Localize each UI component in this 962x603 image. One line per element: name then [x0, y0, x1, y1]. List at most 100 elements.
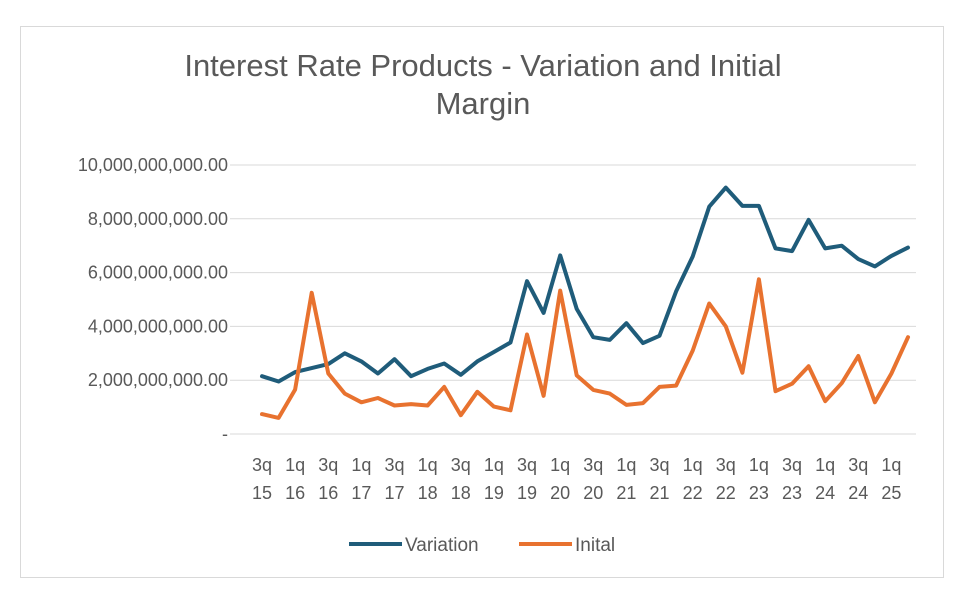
data-point-inital	[475, 390, 479, 394]
x-tick-label-quarter: 3q	[782, 455, 802, 475]
data-point-variation	[591, 335, 595, 339]
x-tick-label-year: 19	[484, 483, 504, 503]
data-point-variation	[376, 371, 380, 375]
x-tick-label-quarter: 3q	[451, 455, 471, 475]
data-point-variation	[674, 289, 678, 293]
y-tick-label: 8,000,000,000.00	[88, 209, 228, 229]
data-point-inital	[674, 384, 678, 388]
x-tick-label-year: 22	[716, 483, 736, 503]
y-tick-label: 4,000,000,000.00	[88, 316, 228, 336]
data-point-inital	[277, 416, 281, 420]
data-point-variation	[740, 204, 744, 208]
x-tick-label-year: 22	[683, 483, 703, 503]
y-tick-label: -	[222, 424, 228, 444]
data-point-inital	[823, 399, 827, 403]
chart-title-line-1: Interest Rate Products - Variation and I…	[184, 48, 782, 83]
data-point-inital	[591, 388, 595, 392]
x-tick-label-year: 20	[550, 483, 570, 503]
data-point-variation	[790, 249, 794, 253]
x-tick-label-quarter: 1q	[616, 455, 636, 475]
x-tick-label-quarter: 1q	[881, 455, 901, 475]
data-point-inital	[906, 335, 910, 339]
x-tick-label-quarter: 3q	[517, 455, 537, 475]
data-point-variation	[442, 362, 446, 366]
data-point-inital	[359, 400, 363, 404]
series-line-inital	[260, 277, 910, 420]
x-tick-label-quarter: 3q	[716, 455, 736, 475]
data-point-variation	[343, 351, 347, 355]
x-tick-label-quarter: 3q	[384, 455, 404, 475]
x-tick-label-quarter: 3q	[650, 455, 670, 475]
data-point-inital	[873, 400, 877, 404]
x-tick-label-quarter: 1q	[749, 455, 769, 475]
data-point-variation	[409, 374, 413, 378]
x-tick-label-year: 25	[881, 483, 901, 503]
x-tick-label-quarter: 1q	[815, 455, 835, 475]
chart-title-line-2: Margin	[435, 86, 531, 121]
data-point-inital	[260, 412, 264, 416]
data-point-inital	[773, 389, 777, 393]
data-point-variation	[277, 380, 281, 384]
x-tick-label-year: 23	[749, 483, 769, 503]
x-tick-label-year: 19	[517, 483, 537, 503]
x-tick-label-quarter: 1q	[285, 455, 305, 475]
data-point-inital	[409, 402, 413, 406]
data-point-variation	[260, 374, 264, 378]
x-tick-label-year: 16	[318, 483, 338, 503]
data-point-variation	[757, 204, 761, 208]
y-tick-label: 6,000,000,000.00	[88, 263, 228, 283]
data-point-variation	[393, 357, 397, 361]
data-point-inital	[343, 392, 347, 396]
data-point-variation	[492, 350, 496, 354]
y-tick-label: 2,000,000,000.00	[88, 370, 228, 390]
x-tick-label-year: 23	[782, 483, 802, 503]
data-point-variation	[807, 218, 811, 222]
x-tick-label-year: 18	[418, 483, 438, 503]
data-point-variation	[840, 244, 844, 248]
data-point-variation	[542, 311, 546, 315]
data-point-variation	[724, 186, 728, 190]
data-point-inital	[840, 381, 844, 385]
data-point-inital	[492, 405, 496, 409]
x-tick-label-year: 21	[650, 483, 670, 503]
data-point-variation	[558, 253, 562, 257]
x-tick-label-year: 17	[351, 483, 371, 503]
data-point-inital	[575, 373, 579, 377]
data-point-inital	[641, 401, 645, 405]
data-point-inital	[691, 349, 695, 353]
data-point-inital	[310, 291, 314, 295]
data-point-inital	[889, 371, 893, 375]
x-tick-label-year: 17	[384, 483, 404, 503]
data-point-variation	[873, 264, 877, 268]
data-point-inital	[740, 371, 744, 375]
data-point-inital	[376, 396, 380, 400]
y-tick-label: 10,000,000,000.00	[78, 155, 228, 175]
x-tick-label-quarter: 1q	[484, 455, 504, 475]
data-point-variation	[525, 279, 529, 283]
data-point-variation	[575, 307, 579, 311]
legend-label-inital: Inital	[575, 535, 615, 556]
x-tick-label-year: 21	[616, 483, 636, 503]
legend-label-variation: Variation	[405, 535, 479, 556]
data-point-inital	[558, 289, 562, 293]
data-point-variation	[691, 254, 695, 258]
data-point-inital	[856, 354, 860, 358]
x-tick-label-quarter: 1q	[683, 455, 703, 475]
data-point-inital	[707, 302, 711, 306]
data-point-variation	[608, 338, 612, 342]
data-point-variation	[310, 366, 314, 370]
data-point-variation	[906, 246, 910, 250]
x-tick-label-quarter: 3q	[252, 455, 272, 475]
data-point-variation	[624, 321, 628, 325]
x-tick-label-quarter: 3q	[583, 455, 603, 475]
data-point-variation	[823, 246, 827, 250]
data-point-variation	[459, 373, 463, 377]
data-point-variation	[773, 246, 777, 250]
x-tick-label-quarter: 1q	[550, 455, 570, 475]
x-tick-label-quarter: 1q	[418, 455, 438, 475]
x-tick-label-year: 20	[583, 483, 603, 503]
chart-title: Interest Rate Products - Variation and I…	[0, 47, 962, 123]
data-point-inital	[442, 385, 446, 389]
x-tick-label-year: 24	[848, 483, 868, 503]
